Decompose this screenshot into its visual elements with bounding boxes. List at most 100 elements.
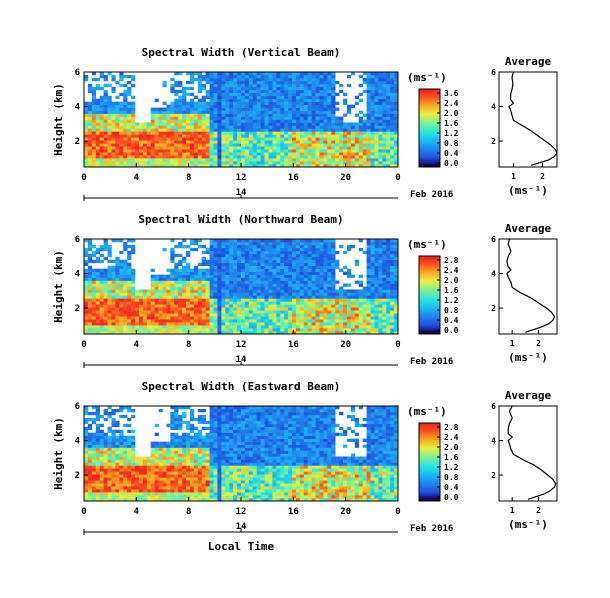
heatmap-cell [233, 155, 238, 159]
y-tick-label: 4 [75, 103, 81, 113]
heatmap-cell [394, 125, 399, 129]
heatmap-cell [91, 116, 97, 120]
heatmap-cell [217, 101, 222, 105]
heatmap-cell [366, 301, 371, 305]
heatmap-cell [315, 322, 320, 326]
heatmap-cell [288, 289, 293, 293]
heatmap-cell [131, 429, 136, 434]
heatmap-cell [142, 158, 148, 162]
heatmap-cell [288, 134, 293, 138]
heatmap-cell [295, 119, 301, 123]
heatmap-cell [189, 74, 195, 79]
heatmap-cell [307, 92, 312, 97]
heatmap-cell [295, 265, 301, 269]
heatmap-cell [272, 298, 277, 302]
heatmap-cell [284, 164, 289, 168]
heatmap-cell [350, 295, 356, 299]
heatmap-cell [370, 143, 375, 147]
heatmap-cell [366, 325, 371, 329]
heatmap-cell [205, 119, 210, 123]
heatmap-cell [178, 289, 183, 293]
heatmap-cell [343, 152, 348, 156]
heatmap-cell [366, 307, 371, 311]
heatmap-cell [362, 292, 367, 296]
heatmap-cell [87, 271, 93, 275]
heatmap-cell [358, 301, 363, 305]
heatmap-cell [307, 128, 312, 132]
heatmap-cell [95, 465, 100, 469]
heatmap-cell [217, 313, 222, 317]
heatmap-cell [174, 292, 179, 296]
heatmap-cell [260, 274, 265, 278]
heatmap-cell [193, 125, 199, 129]
heatmap-cell [268, 286, 273, 290]
heatmap-cell [229, 107, 234, 111]
heatmap-cell [394, 310, 399, 314]
heatmap-cell [84, 131, 89, 135]
heatmap-cell [272, 104, 277, 108]
heatmap-cell [390, 253, 395, 258]
heatmap-cell [378, 259, 383, 264]
heatmap-cell [331, 143, 336, 147]
heatmap-cell [142, 164, 148, 168]
heatmap-cell [107, 438, 112, 442]
heatmap-cell [111, 468, 116, 472]
heatmap-cell [193, 116, 199, 120]
heatmap-cell [182, 313, 187, 317]
heatmap-cell [260, 80, 265, 85]
heatmap-cell [103, 286, 108, 290]
heatmap-cell [260, 292, 265, 296]
heatmap-cell [311, 280, 316, 284]
heatmap-cell [154, 325, 159, 329]
heatmap-cell [84, 283, 89, 287]
heatmap-cell [315, 122, 320, 126]
heatmap-cell [123, 134, 128, 138]
heatmap-cell [237, 72, 242, 76]
heatmap-cell [292, 158, 297, 162]
heatmap-cell [343, 331, 348, 335]
x-tick-label: 8 [186, 173, 191, 183]
heatmap-cell [386, 161, 391, 165]
heatmap-cell [374, 83, 379, 88]
heatmap-cell [272, 89, 277, 94]
heatmap-cell [135, 325, 140, 329]
heatmap-cell [241, 319, 246, 323]
heatmap-cell [119, 250, 124, 255]
heatmap-cell [276, 328, 281, 332]
heatmap-cell [87, 268, 93, 272]
heatmap-cell [241, 304, 246, 308]
heatmap-cell [209, 250, 214, 255]
heatmap-cell [146, 495, 152, 499]
heatmap-cell [225, 164, 230, 168]
heatmap-cell [288, 77, 293, 82]
heatmap-cell [84, 152, 89, 156]
heatmap-cell [233, 72, 238, 76]
heatmap-cell [272, 295, 277, 299]
heatmap-cell [186, 292, 191, 296]
heatmap-cell [276, 313, 281, 317]
heatmap-cell [276, 128, 281, 132]
heatmap-cell [107, 295, 112, 299]
heatmap-cell [382, 241, 387, 246]
heatmap-cell [339, 289, 344, 293]
heatmap-cell [197, 74, 203, 79]
heatmap-cell [280, 72, 285, 76]
heatmap-cell [256, 313, 261, 317]
heatmap-cell [382, 77, 387, 82]
heatmap-cell [119, 474, 124, 478]
heatmap-cell [268, 265, 273, 269]
heatmap-cell [244, 161, 250, 165]
heatmap-cell [123, 146, 128, 150]
heatmap-cell [256, 95, 261, 100]
heatmap-cell [123, 262, 128, 267]
heatmap-cell [362, 113, 367, 117]
heatmap-cell [99, 438, 104, 442]
heatmap-cell [280, 259, 285, 264]
heatmap-cell [87, 411, 93, 416]
heatmap-cell [323, 110, 328, 114]
heatmap-cell [95, 122, 100, 126]
heatmap-cell [244, 152, 250, 156]
heatmap-cell [95, 310, 100, 314]
heatmap-cell [233, 74, 238, 79]
heatmap-cell [213, 331, 218, 335]
